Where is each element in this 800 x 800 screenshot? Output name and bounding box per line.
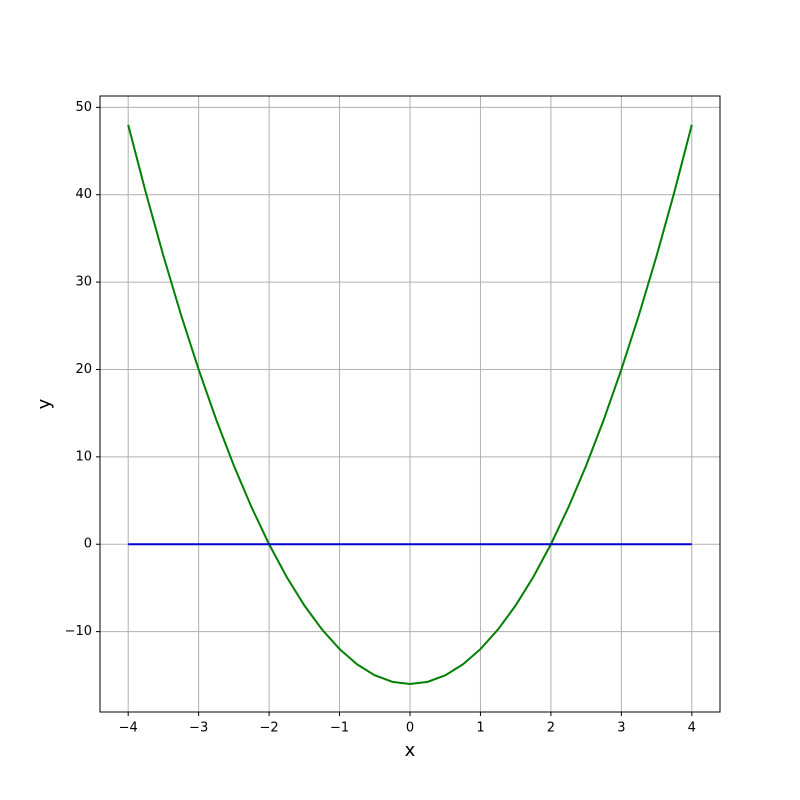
x-tick-label: 0 (406, 721, 414, 736)
x-tick-label: 2 (547, 721, 555, 736)
y-tick-label: 20 (75, 362, 92, 377)
x-tick-label: −2 (260, 721, 279, 736)
x-tick-label: −3 (189, 721, 208, 736)
y-tick-label: −10 (65, 624, 92, 639)
x-tick-label: 1 (476, 721, 484, 736)
y-tick-label: 0 (84, 537, 92, 552)
plot-frame (99, 95, 721, 713)
x-axis-label: x (405, 740, 416, 761)
x-tick-label: −4 (119, 721, 138, 736)
x-tick-label: −1 (330, 721, 349, 736)
y-axis-label: y (34, 398, 55, 409)
x-tick-label: 4 (688, 721, 696, 736)
y-tick-label: 40 (75, 187, 92, 202)
y-tick-label: 10 (75, 449, 92, 464)
line-series (127, 124, 693, 686)
x-tick-label: 3 (617, 721, 625, 736)
y-tick-label: 30 (75, 275, 92, 290)
y-tick-label: 50 (75, 100, 92, 115)
